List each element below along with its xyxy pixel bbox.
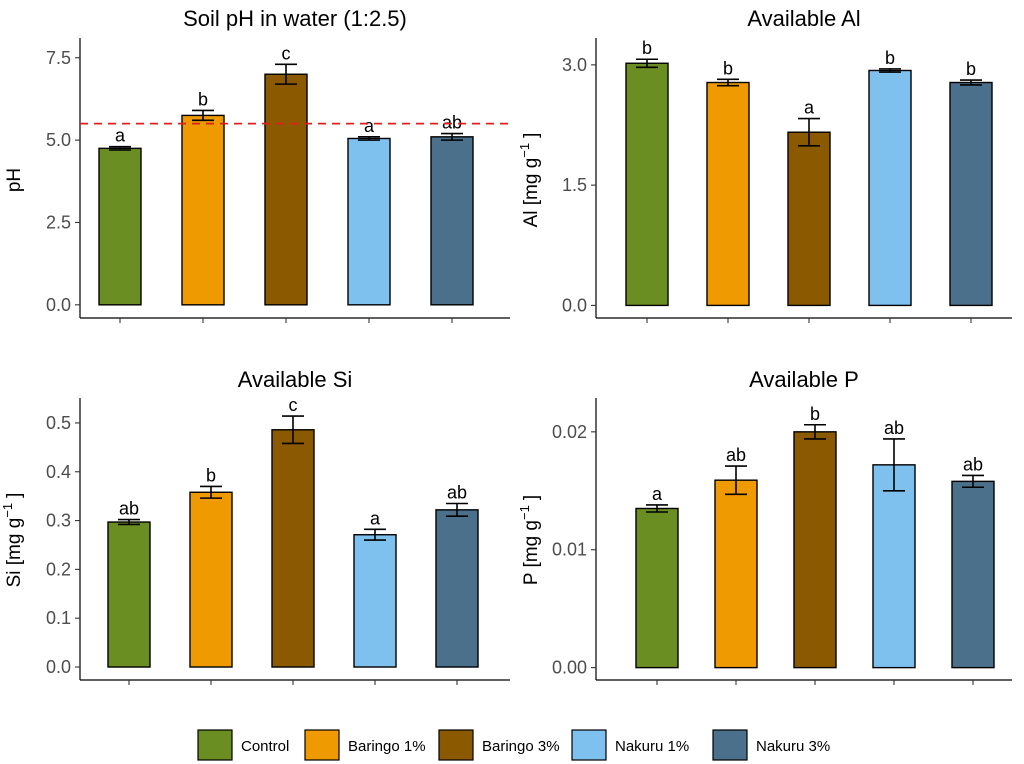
y-tick-label: 0.0 xyxy=(562,295,587,315)
significance-letter: c xyxy=(289,395,298,415)
legend-swatch xyxy=(571,729,607,761)
significance-letter: c xyxy=(282,43,291,63)
bar xyxy=(430,136,474,306)
significance-letter: ab xyxy=(447,482,467,502)
bar xyxy=(181,114,225,306)
y-tick-label: 1.5 xyxy=(562,175,587,195)
bar xyxy=(107,521,151,668)
significance-letter: b xyxy=(810,404,820,424)
significance-letter: a xyxy=(115,126,126,146)
bar xyxy=(264,73,308,306)
significance-letter: b xyxy=(723,58,733,78)
bar xyxy=(949,81,993,307)
panel-available-si: Available Si Si [mg g−1] 0.0 0.1 0.2 0.3 0.4 0.… xyxy=(0,367,510,685)
significance-letter: b xyxy=(885,48,895,68)
significance-letter: a xyxy=(370,508,381,528)
bar xyxy=(271,429,315,668)
significance-letter: ab xyxy=(884,418,904,438)
significance-letter: a xyxy=(364,116,375,136)
chart-title: Available Si xyxy=(238,367,353,392)
chart-title: Soil pH in water (1:2.5) xyxy=(183,6,407,31)
significance-letter: ab xyxy=(119,499,139,519)
significance-letter: a xyxy=(804,98,815,118)
bar xyxy=(714,479,758,669)
legend-label: Nakuru 3% xyxy=(756,738,830,755)
y-tick-label: 0.3 xyxy=(46,511,71,531)
y-tick-label: 0.4 xyxy=(46,462,71,482)
y-tick-label: 0.01 xyxy=(552,540,587,560)
bar xyxy=(706,81,750,307)
significance-letter: ab xyxy=(442,113,462,133)
significance-letter: b xyxy=(642,38,652,58)
panel-available-al: Available Al Al [mg g−1] 0.0 1.5 3.0 b b a b b xyxy=(517,6,1012,323)
y-tick-label: 0.02 xyxy=(552,422,587,442)
panel-available-p: Available P P [mg g−1] 0.00 0.01 0.02 a ab b ab a… xyxy=(517,367,1012,685)
y-tick-label: 2.5 xyxy=(46,212,71,232)
y-tick-label: 0.5 xyxy=(46,413,71,433)
bar xyxy=(353,534,397,668)
legend-swatch xyxy=(304,729,340,761)
y-axis-label: P [mg g−1] xyxy=(517,495,542,585)
panel-soil-ph: Soil pH in water (1:2.5)pH0.02.55.07.5ab… xyxy=(4,6,510,323)
y-tick-label: 5.0 xyxy=(46,130,71,150)
y-axis-label: pH xyxy=(4,168,25,192)
bar xyxy=(347,137,391,306)
significance-letter: b xyxy=(206,465,216,485)
bar xyxy=(793,431,837,669)
significance-letter: b xyxy=(966,59,976,79)
chart-title: Available P xyxy=(749,367,859,392)
bar xyxy=(435,509,479,668)
bar xyxy=(787,131,831,307)
legend-label: Baringo 1% xyxy=(348,738,426,755)
y-tick-label: 3.0 xyxy=(562,55,587,75)
bar xyxy=(189,491,233,668)
y-axis-label: Si [mg g−1] xyxy=(0,493,25,588)
significance-letter: ab xyxy=(963,454,983,474)
bar xyxy=(625,62,669,307)
bar xyxy=(635,507,679,669)
significance-letter: b xyxy=(198,89,208,109)
legend: Control Baringo 1% Baringo 3% Nakuru 1% Naku… xyxy=(197,729,830,761)
legend-swatch xyxy=(438,729,474,761)
y-tick-label: 0.0 xyxy=(46,657,71,677)
legend-label: Baringo 3% xyxy=(482,738,560,755)
legend-label: Nakuru 1% xyxy=(615,738,689,755)
chart-title: Available Al xyxy=(747,6,860,31)
legend-swatch xyxy=(712,729,748,761)
bar xyxy=(98,147,142,306)
y-tick-label: 0.1 xyxy=(46,608,71,628)
bar xyxy=(951,480,995,669)
y-tick-label: 0.2 xyxy=(46,559,71,579)
significance-letter: ab xyxy=(726,445,746,465)
bar xyxy=(868,69,912,307)
y-axis-label: Al [mg g−1] xyxy=(517,133,542,228)
y-tick-label: 0.00 xyxy=(552,658,587,678)
significance-letter: a xyxy=(652,484,663,504)
y-tick-label: 0.0 xyxy=(46,295,71,315)
legend-label: Control xyxy=(241,738,289,755)
y-tick-label: 7.5 xyxy=(46,48,71,68)
legend-swatch xyxy=(197,729,233,761)
bar xyxy=(872,464,916,669)
